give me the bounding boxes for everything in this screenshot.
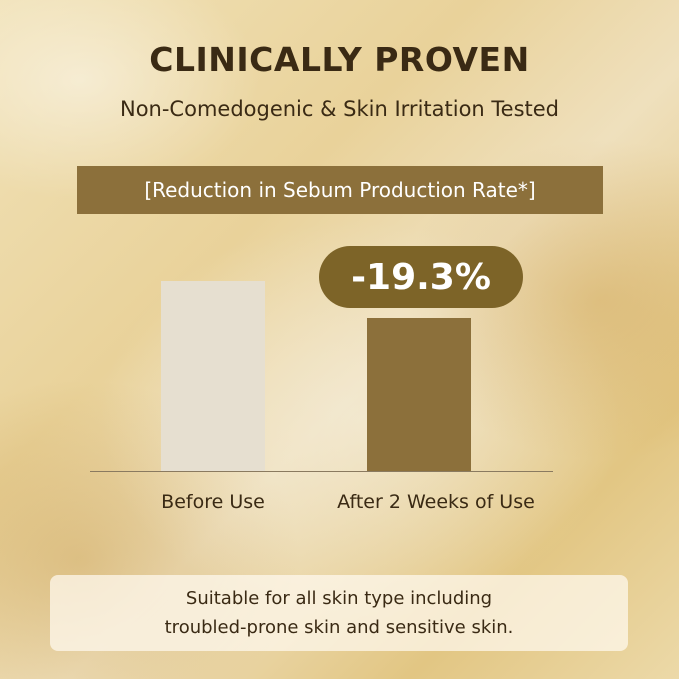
x-label-after: After 2 Weeks of Use [337,491,535,513]
note-line-2: troubled-prone skin and sensitive skin. [164,617,514,638]
bar-after-2-weeks [367,317,471,471]
x-axis-line [90,471,553,472]
page-subtitle: Non-Comedogenic & Skin Irritation Tested [119,97,560,121]
note-line-1: Suitable for all skin type including [185,588,493,609]
info-note: Suitable for all skin type including tro… [50,575,628,651]
x-label-before: Before Use [161,491,265,513]
reduction-badge: -19.3% [319,246,523,308]
chart-title: [Reduction in Sebum Production Rate*] [77,166,603,214]
bar-before-use [161,281,265,471]
page-title: CLINICALLY PROVEN [149,40,530,79]
